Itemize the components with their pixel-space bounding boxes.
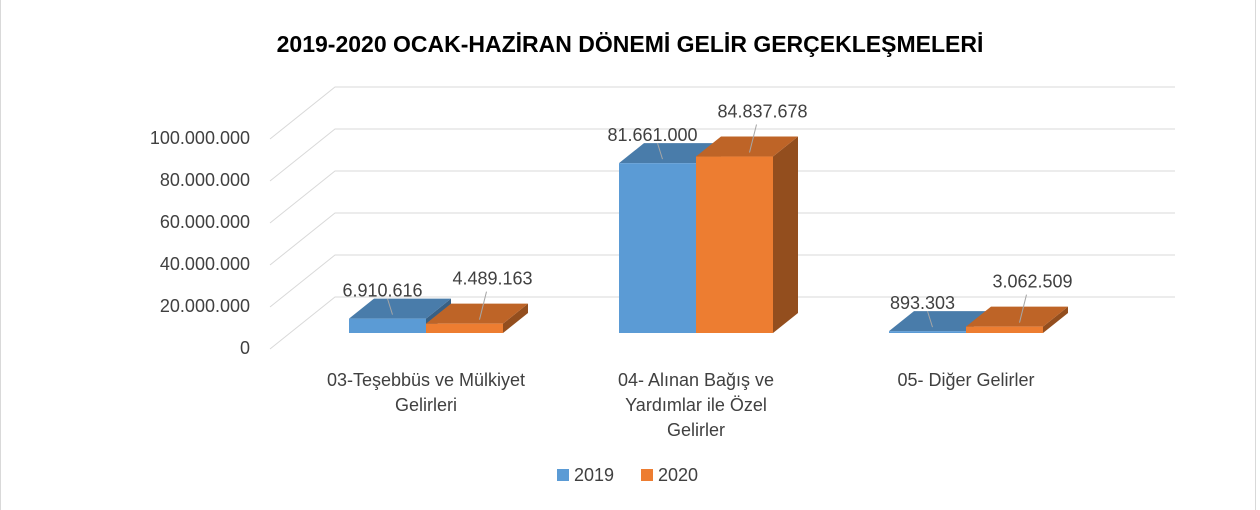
grid-line	[269, 128, 1175, 182]
leader-line	[927, 310, 933, 328]
x-tick-label: 04- Alınan Bağış ve Yardımlar ile Özel G…	[617, 370, 775, 440]
grid-line	[269, 170, 1175, 224]
leader-line	[387, 298, 393, 315]
y-tick-label: 40.000.000	[160, 254, 250, 274]
bar	[426, 323, 503, 333]
bar	[966, 326, 1043, 333]
y-tick-label: 60.000.000	[160, 212, 250, 232]
bar-top	[889, 311, 991, 332]
data-label: 893.303	[890, 293, 955, 313]
legend-swatch	[557, 469, 569, 481]
legend-label: 2019	[574, 465, 614, 485]
bar-side	[1043, 306, 1068, 333]
bar-top	[966, 306, 1068, 327]
leader-line	[657, 142, 663, 160]
bar	[696, 156, 773, 333]
y-tick-label: 0	[240, 338, 250, 358]
bar-top	[426, 303, 528, 324]
grid-line	[269, 86, 1175, 140]
bar-side	[503, 303, 528, 333]
y-tick-label: 20.000.000	[160, 296, 250, 316]
data-label: 3.062.509	[992, 271, 1072, 291]
bar-side	[773, 136, 798, 333]
legend-label: 2020	[658, 465, 698, 485]
grid-line	[269, 212, 1175, 266]
x-tick-label: 05- Diğer Gelirler	[897, 370, 1035, 390]
data-label: 6.910.616	[342, 280, 422, 300]
legend-swatch	[641, 469, 653, 481]
y-tick-label: 100.000.000	[150, 128, 250, 148]
data-label: 81.661.000	[607, 125, 697, 145]
bar-top	[619, 143, 721, 164]
y-tick-label: 80.000.000	[160, 170, 250, 190]
data-label: 4.489.163	[452, 268, 532, 288]
bar	[349, 318, 426, 333]
leader-line	[479, 291, 487, 320]
data-label: 84.837.678	[717, 101, 807, 121]
x-tick-label: 03-Teşebbüs ve Mülkiyet Gelirleri	[326, 370, 526, 415]
bar-top	[349, 298, 451, 319]
grid-line	[269, 296, 1175, 350]
leader-line	[1019, 294, 1027, 323]
chart-title: 2019-2020 OCAK-HAZİRAN DÖNEMİ GELİR GERÇ…	[277, 31, 984, 57]
bar-top	[696, 136, 798, 157]
bar	[619, 163, 696, 333]
leader-line	[749, 124, 757, 153]
grid-line	[269, 254, 1175, 308]
bar	[889, 331, 966, 333]
